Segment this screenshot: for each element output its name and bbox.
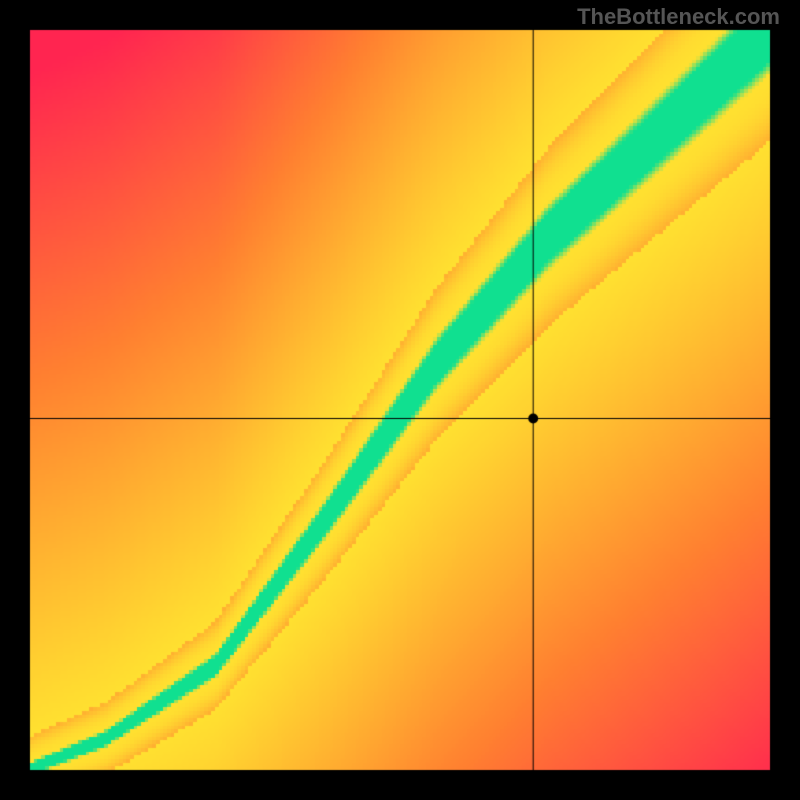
chart-container: { "watermark": { "text": "TheBottleneck.… [0,0,800,800]
heatmap-canvas [0,0,800,800]
watermark-text: TheBottleneck.com [577,4,780,30]
